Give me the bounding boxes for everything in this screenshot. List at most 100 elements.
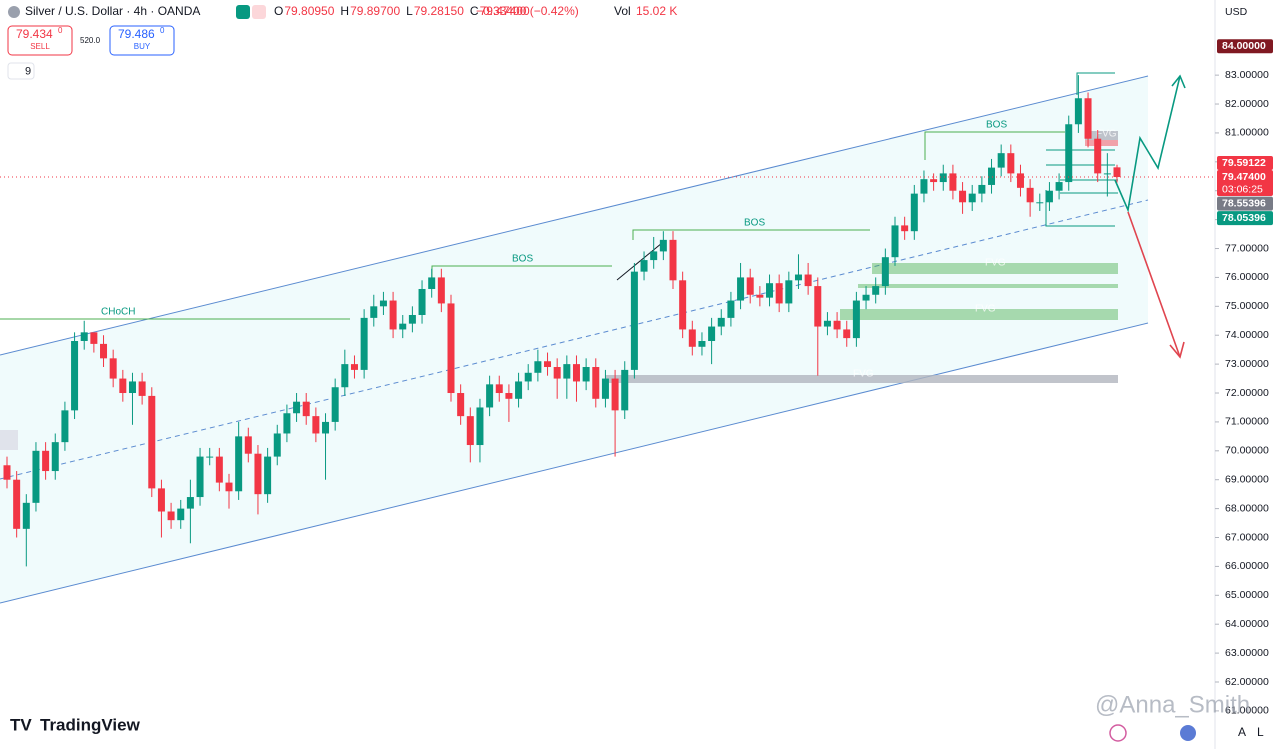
- candle-body: [717, 317, 725, 327]
- candle-body: [13, 479, 21, 529]
- indicator-count[interactable]: 9: [25, 65, 31, 77]
- y-tick-label: 67.00000: [1225, 531, 1269, 543]
- candle-body: [669, 239, 677, 281]
- bear-arrow: [1127, 211, 1181, 358]
- bos-label: BOS: [744, 218, 765, 229]
- candle-body: [109, 358, 117, 379]
- y-tick-label: 83.00000: [1225, 69, 1269, 81]
- candle-body: [833, 320, 841, 330]
- candle-body: [1045, 190, 1053, 203]
- fvg-zone: [1085, 131, 1118, 140]
- candle-body: [650, 251, 658, 261]
- bear-arrow-head: [1169, 341, 1185, 359]
- choch-label: CHoCH: [101, 307, 135, 318]
- bull-arrow-head: [1171, 74, 1186, 89]
- candle-body: [360, 317, 368, 370]
- candle-body: [621, 369, 629, 411]
- ohlc-value: 79.28150: [414, 4, 464, 18]
- sell-sup[interactable]: 0: [58, 26, 63, 35]
- candle-body: [582, 367, 590, 382]
- buy-sup[interactable]: 0: [160, 26, 165, 35]
- ohlc-label: O: [274, 4, 283, 18]
- candle-body: [22, 502, 30, 529]
- candle-body: [939, 173, 947, 183]
- log-button[interactable]: L: [1257, 725, 1264, 739]
- price-tag-label: 84.00000: [1222, 40, 1266, 52]
- symbol: Silver / U.S. Dollar · 4h · OANDA: [25, 4, 200, 18]
- y-tick-label: 71.00000: [1225, 416, 1269, 428]
- bos-label: BOS: [986, 120, 1007, 131]
- candle-body: [177, 508, 185, 521]
- candle-body: [746, 277, 754, 295]
- candle-body: [264, 456, 272, 495]
- channel-lower: [0, 322, 1149, 604]
- indicator-toggle[interactable]: [7, 62, 35, 80]
- candle-body: [341, 364, 349, 388]
- candle-body: [756, 294, 764, 298]
- candle-body: [1113, 167, 1121, 178]
- candle-body: [920, 179, 928, 194]
- candle-body: [119, 378, 127, 394]
- price-tag: [1217, 211, 1273, 226]
- ohlc-value: 79.89700: [350, 4, 400, 18]
- y-tick-label: 70.00000: [1225, 445, 1269, 457]
- sell-price[interactable]: 79.434: [16, 27, 53, 41]
- spread: 520.0: [80, 36, 101, 45]
- candle-body: [823, 320, 831, 327]
- y-tick-label: 77.00000: [1225, 242, 1269, 254]
- vol-label: Vol: [614, 4, 631, 18]
- sell-label[interactable]: SELL: [30, 42, 50, 51]
- buy-label[interactable]: BUY: [134, 42, 151, 51]
- buy-price[interactable]: 79.486: [118, 27, 155, 41]
- candle-body: [350, 364, 358, 370]
- candle-body: [959, 190, 967, 203]
- candle-body: [988, 167, 996, 185]
- auto-button[interactable]: A: [1238, 725, 1246, 739]
- candle-body: [428, 277, 436, 289]
- price-tag-label: 78.55396: [1222, 197, 1266, 209]
- price-tag-label: 79.47400: [1222, 171, 1266, 183]
- watermark: @Anna_Smith: [1095, 691, 1250, 718]
- buy-button[interactable]: [109, 25, 175, 56]
- candle-body: [437, 277, 445, 304]
- candle-body: [186, 497, 194, 509]
- icon[interactable]: [1180, 725, 1196, 741]
- y-tick-label: 61.00000: [1225, 705, 1269, 717]
- y-tick-label: 74.00000: [1225, 329, 1269, 341]
- candle-body: [630, 271, 638, 370]
- y-tick-label: 68.00000: [1225, 502, 1269, 514]
- fvg-label: FVG: [1096, 129, 1117, 140]
- status-icon: [236, 5, 250, 19]
- ohlc-value: 79.47400: [480, 4, 530, 18]
- fvg-zone: [872, 263, 1118, 274]
- candle-body: [32, 450, 40, 503]
- candle-body: [814, 286, 822, 327]
- symbol-icon: [8, 6, 20, 18]
- sell-button[interactable]: [7, 25, 73, 56]
- fvg-zone: [605, 375, 1118, 383]
- price-tag: [1217, 156, 1273, 171]
- candle-body: [418, 288, 426, 315]
- candle-body: [524, 372, 532, 382]
- change: −0.33400 (−0.42%): [476, 4, 579, 18]
- candle-body: [852, 300, 860, 339]
- candle-body: [486, 384, 494, 408]
- icon[interactable]: [1109, 724, 1127, 742]
- candle-body: [611, 378, 619, 411]
- candle-body: [698, 341, 706, 347]
- y-tick-label: 75.00000: [1225, 300, 1269, 312]
- ohlc-label: C: [470, 4, 479, 18]
- candle-body: [804, 274, 812, 287]
- candle-body: [901, 225, 909, 232]
- price-tag: [1217, 196, 1273, 211]
- candle-body: [1065, 124, 1073, 183]
- candle-body: [302, 401, 310, 417]
- ohlc-value: 79.80950: [284, 4, 334, 18]
- candle-body: [283, 413, 291, 434]
- candle-body: [872, 286, 880, 295]
- candle-body: [1036, 202, 1044, 204]
- tool-box: [0, 430, 18, 450]
- candle-body: [1103, 173, 1111, 175]
